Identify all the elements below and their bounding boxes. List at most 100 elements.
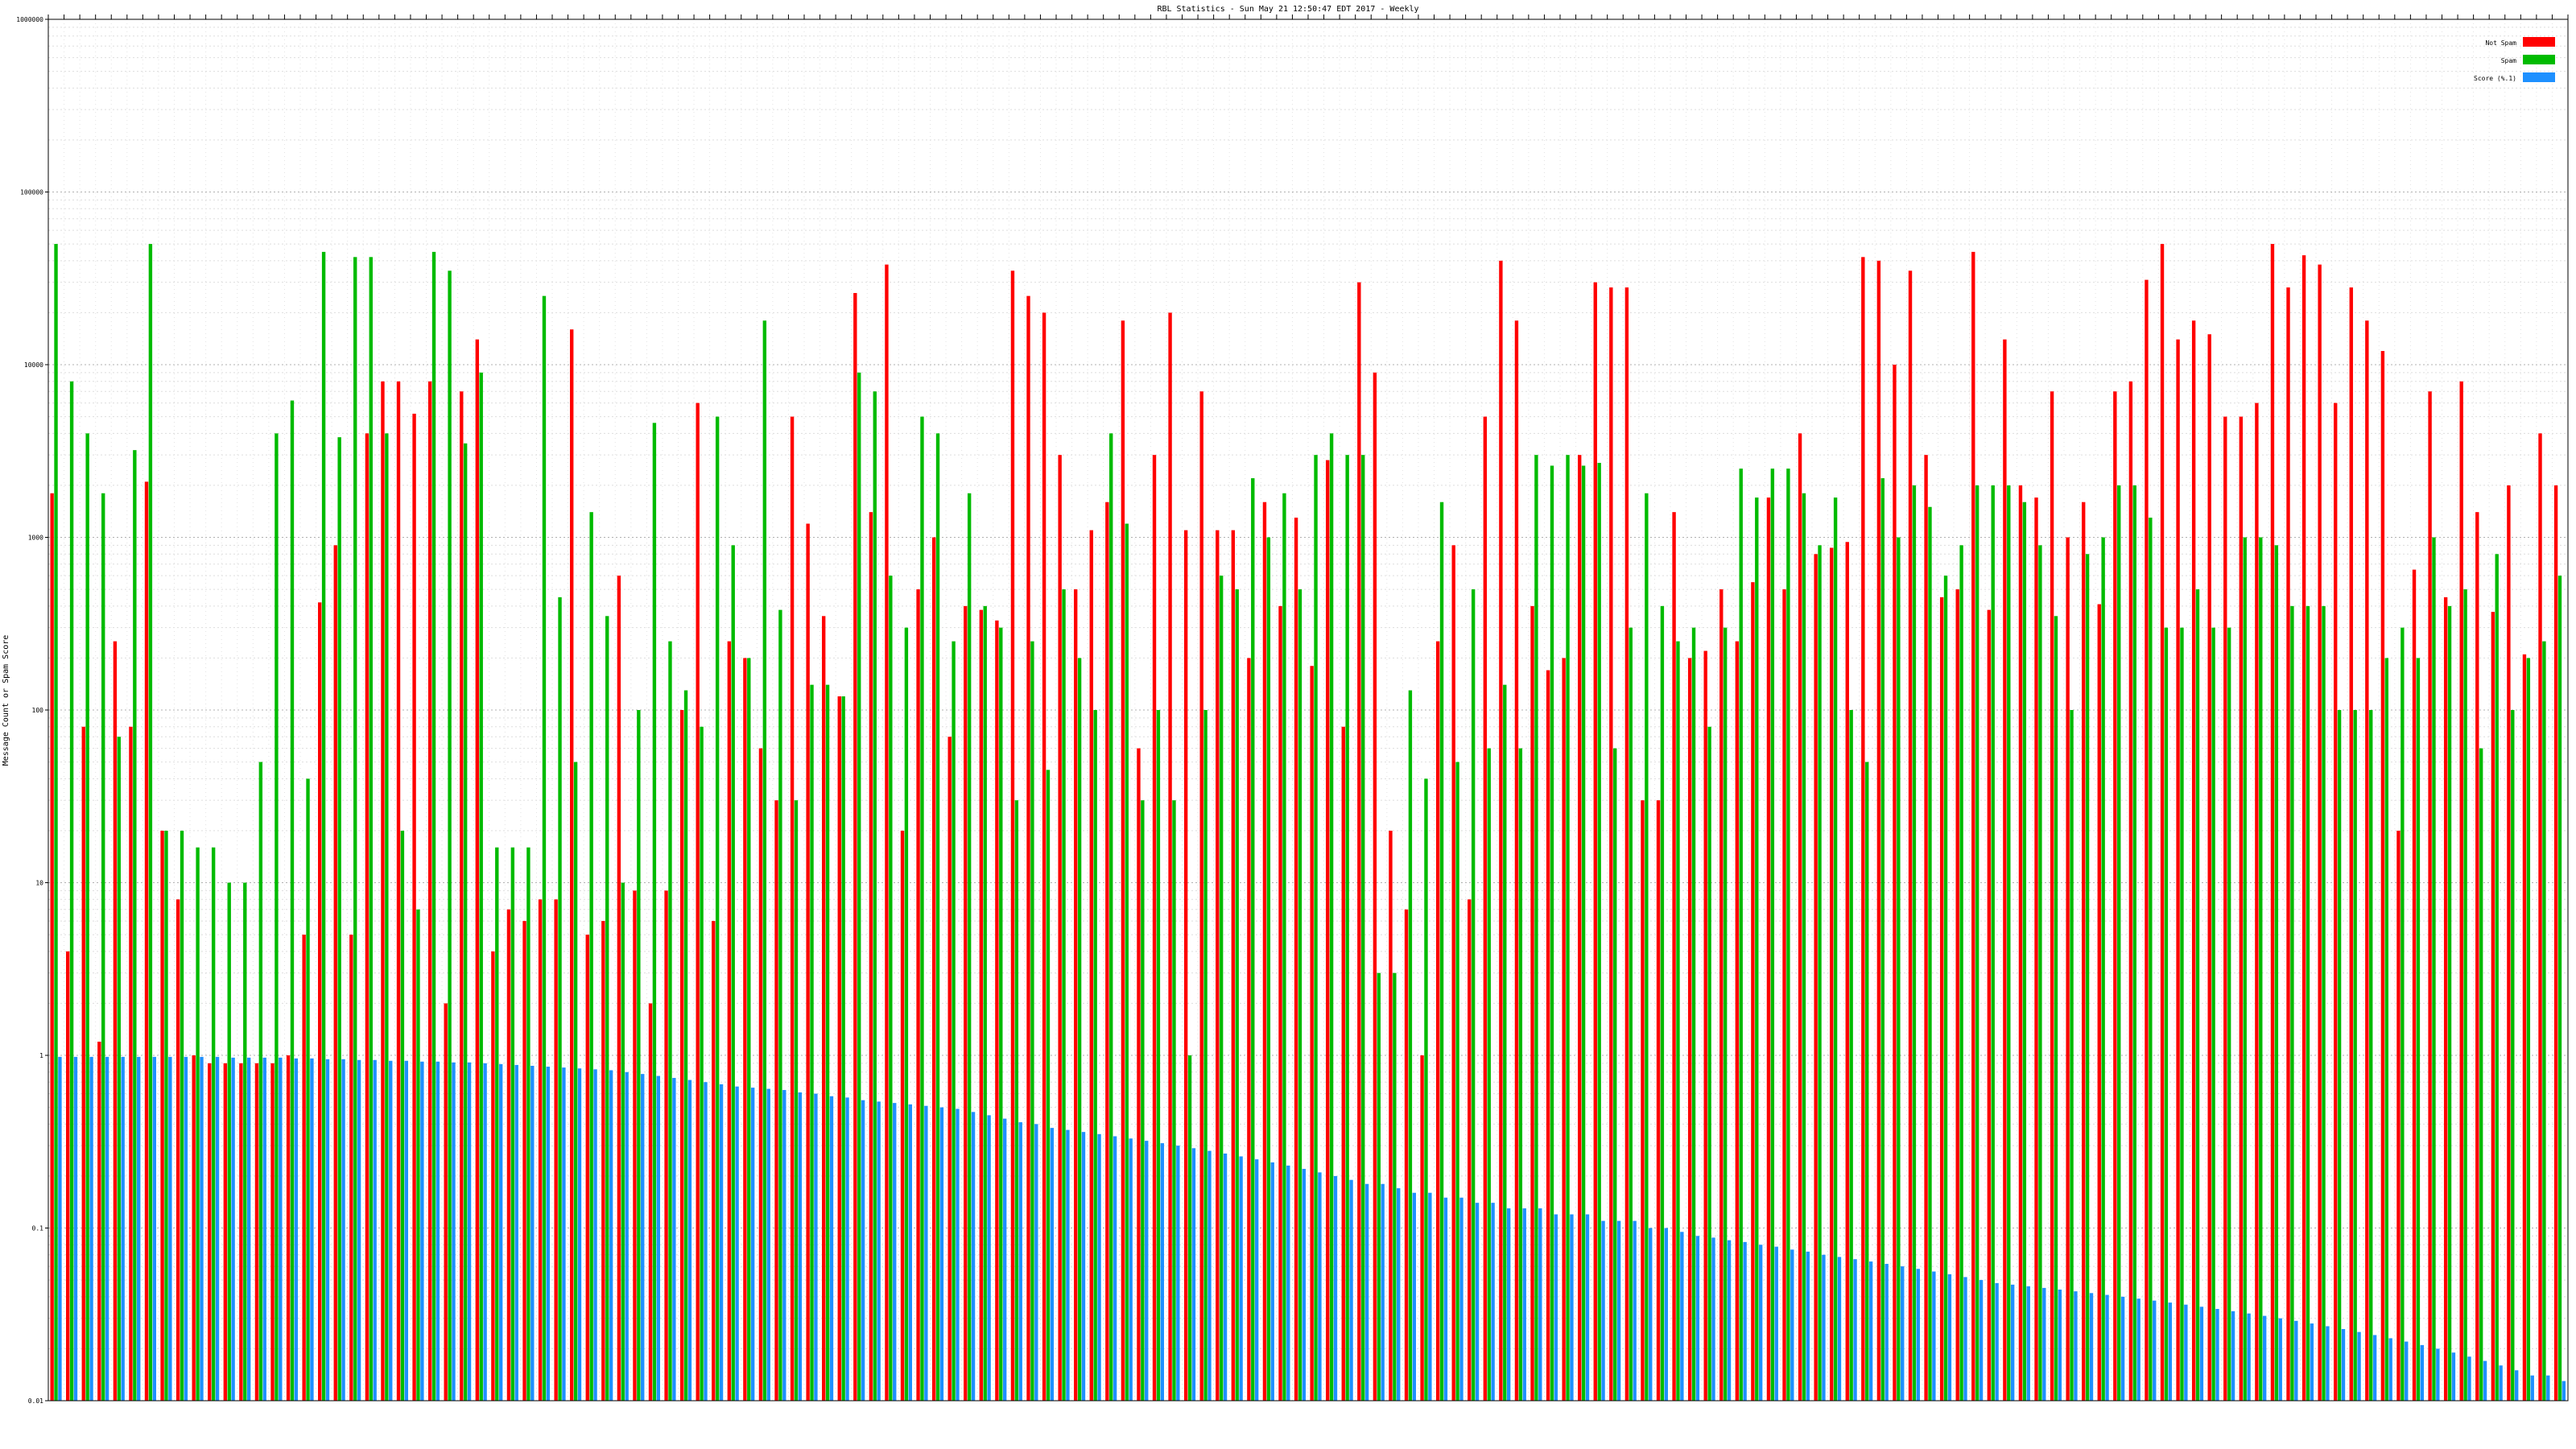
bar-not-spam <box>712 921 716 1401</box>
bar-not-spam <box>1152 455 1157 1401</box>
bar-not-spam <box>475 339 480 1402</box>
bar-spam <box>1377 972 1381 1401</box>
bar-not-spam <box>2160 244 2165 1401</box>
bar-spam <box>1897 537 1901 1401</box>
bar-score- <box>1916 1269 1920 1401</box>
bar-spam <box>1172 800 1176 1401</box>
bar-score- <box>939 1107 944 1401</box>
bar-score- <box>814 1093 818 1401</box>
bar-score- <box>2262 1315 2267 1401</box>
bar-not-spam <box>790 416 795 1401</box>
bar-not-spam <box>1766 497 1771 1401</box>
bar-not-spam <box>1310 666 1314 1401</box>
bar-spam <box>1928 506 1932 1401</box>
bar-not-spam <box>50 493 54 1401</box>
bar-score- <box>2105 1294 2109 1401</box>
bar-score- <box>1066 1129 1070 1401</box>
bar-spam <box>1991 485 1995 1401</box>
bar-not-spam <box>1593 282 1597 1402</box>
bar-not-spam <box>1908 270 1913 1402</box>
bar-spam <box>1156 710 1161 1401</box>
bar-score- <box>2042 1287 2046 1401</box>
bar-score- <box>971 1112 976 1401</box>
bar-score- <box>1901 1266 1905 1401</box>
bar-not-spam <box>144 481 149 1401</box>
bar-score- <box>1680 1232 1684 1401</box>
bar-not-spam <box>2034 497 2038 1401</box>
legend-label: Not Spam <box>2485 39 2516 47</box>
bar-not-spam <box>1121 320 1125 1402</box>
bar-spam <box>448 270 452 1402</box>
bar-score- <box>200 1056 204 1401</box>
bar-score- <box>546 1067 551 1401</box>
bar-spam <box>762 320 767 1402</box>
bar-spam <box>2211 627 2215 1401</box>
bar-not-spam <box>2255 402 2259 1401</box>
bar-spam <box>1691 627 1696 1401</box>
bar-score- <box>861 1100 865 1401</box>
bar-not-spam <box>381 381 385 1401</box>
bar-score- <box>279 1057 283 1401</box>
bar-spam <box>668 641 672 1401</box>
bar-not-spam <box>1137 748 1141 1401</box>
bar-score- <box>121 1056 125 1401</box>
bar-not-spam <box>113 641 118 1401</box>
bar-not-spam <box>601 921 605 1401</box>
bar-score- <box>2514 1370 2519 1401</box>
bar-score- <box>956 1108 960 1401</box>
bar-not-spam <box>648 1003 653 1401</box>
bar-score- <box>2215 1308 2219 1401</box>
bar-not-spam <box>1058 455 1062 1401</box>
bar-spam <box>999 627 1003 1401</box>
bar-not-spam <box>81 726 85 1401</box>
bar-spam <box>983 605 987 1401</box>
bar-spam <box>1550 465 1554 1401</box>
bar-spam <box>2353 710 2357 1401</box>
y-tick-label: 10 <box>35 880 43 887</box>
bar-not-spam <box>1987 609 1992 1401</box>
bar-not-spam <box>2050 391 2054 1402</box>
bar-spam <box>164 830 168 1401</box>
bar-score- <box>262 1057 266 1401</box>
chart-title: RBL Statistics - Sun May 21 12:50:47 EDT… <box>1157 5 1418 14</box>
bar-score- <box>2326 1326 2330 1401</box>
y-tick-label: 0.01 <box>28 1397 43 1405</box>
bar-score- <box>1397 1188 1401 1401</box>
bar-score- <box>184 1056 188 1401</box>
bar-not-spam <box>1483 416 1488 1401</box>
bar-spam <box>2054 616 2058 1401</box>
bar-spam <box>1613 748 1617 1401</box>
bar-spam <box>2416 658 2421 1401</box>
bar-not-spam <box>538 899 543 1401</box>
bar-score- <box>1318 1172 1322 1401</box>
bar-not-spam <box>97 1042 101 1401</box>
bar-not-spam <box>964 605 968 1401</box>
bar-score- <box>452 1062 456 1401</box>
bar-spam <box>1723 627 1728 1401</box>
bar-not-spam <box>2113 391 2117 1402</box>
bar-not-spam <box>1845 542 1849 1401</box>
bar-not-spam <box>2270 244 2275 1401</box>
bar-spam <box>1518 748 1523 1401</box>
bar-not-spam <box>2538 433 2542 1401</box>
bar-not-spam <box>2301 255 2306 1402</box>
bar-not-spam <box>2128 381 2133 1401</box>
bar-spam <box>463 443 468 1402</box>
bar-not-spam <box>1955 589 1959 1401</box>
bar-not-spam <box>743 658 747 1401</box>
bar-spam <box>2322 605 2326 1401</box>
bar-score- <box>1601 1220 1605 1401</box>
bar-score- <box>73 1056 78 1401</box>
bar-spam <box>873 391 877 1402</box>
bar-score- <box>1176 1146 1180 1401</box>
bar-score- <box>105 1056 109 1401</box>
bar-spam <box>1077 658 1082 1401</box>
bars <box>50 244 2566 1402</box>
bar-spam <box>337 437 341 1401</box>
bar-spam <box>1581 465 1586 1401</box>
bar-score- <box>1806 1251 1810 1401</box>
bar-not-spam <box>916 589 920 1401</box>
bar-score- <box>2294 1320 2298 1401</box>
legend-swatch <box>2523 55 2555 64</box>
bar-spam <box>2401 627 2405 1401</box>
